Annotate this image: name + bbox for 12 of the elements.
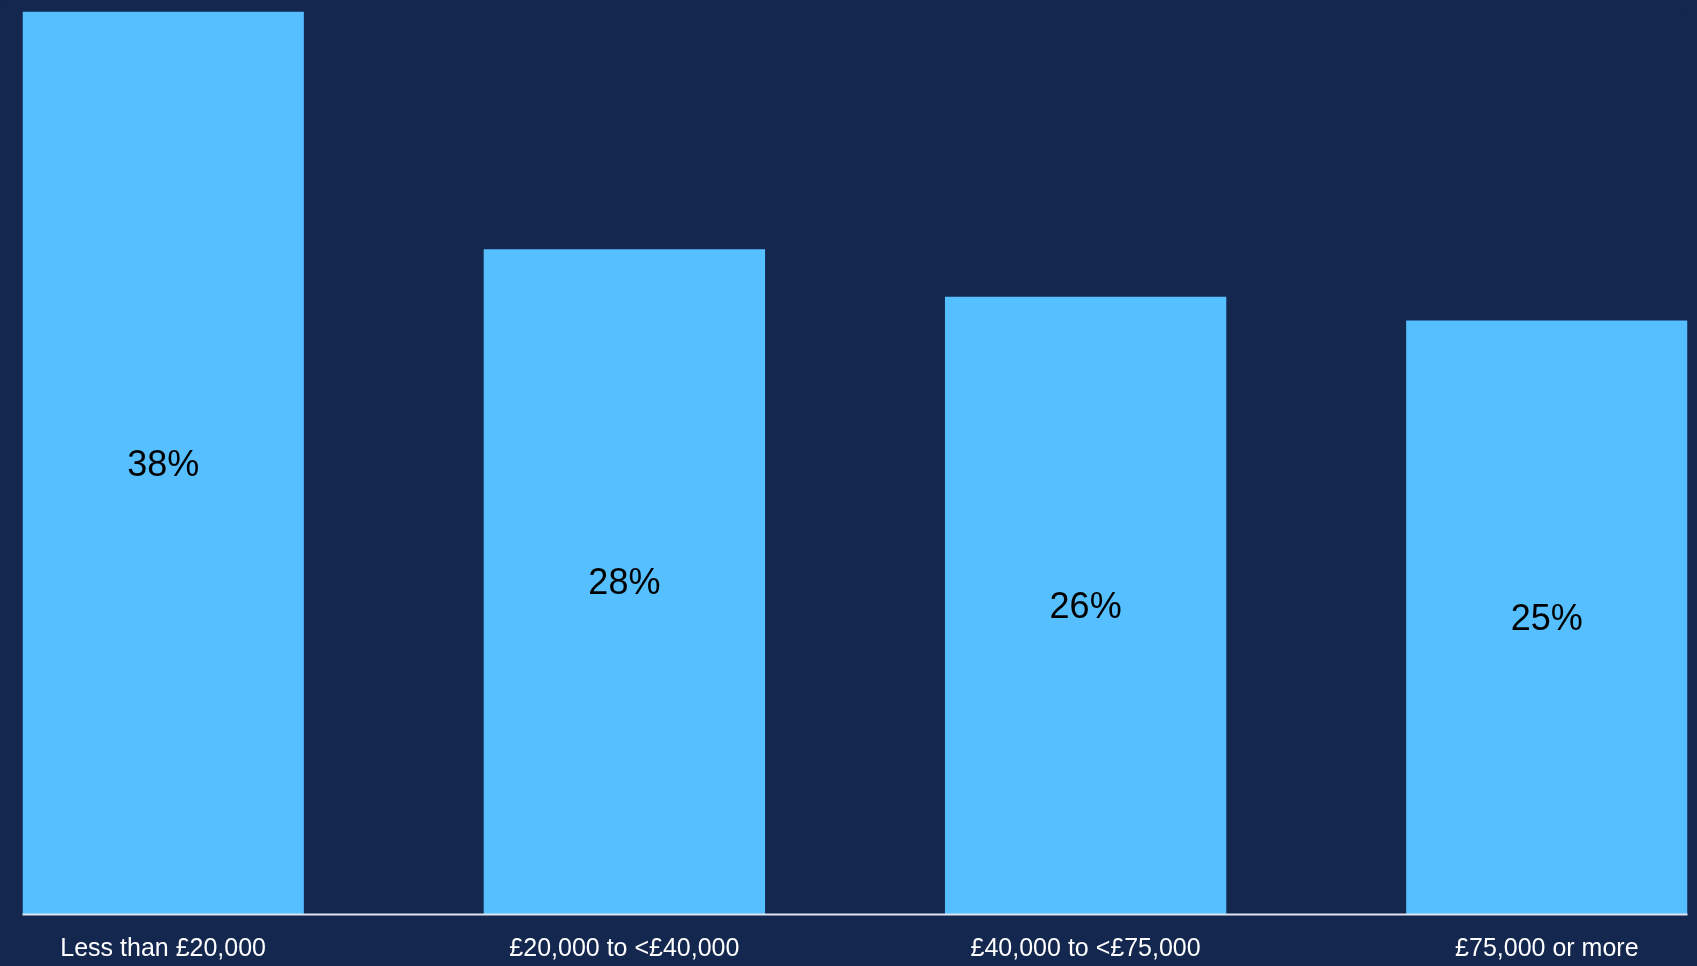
bar bbox=[22, 11, 304, 915]
x-tick-label: Less than £20,000 bbox=[60, 932, 267, 961]
x-tick-label: £75,000 or more bbox=[1455, 932, 1639, 961]
data-label: 25% bbox=[1510, 596, 1583, 638]
x-tick-label: £40,000 to <£75,000 bbox=[970, 932, 1201, 961]
data-label: 38% bbox=[127, 442, 200, 484]
bar bbox=[483, 249, 766, 915]
bar bbox=[1406, 320, 1688, 915]
data-label: 28% bbox=[588, 561, 661, 603]
x-tick-label: £20,000 to <£40,000 bbox=[509, 932, 740, 961]
bar bbox=[944, 296, 1227, 915]
data-label: 26% bbox=[1049, 585, 1122, 627]
